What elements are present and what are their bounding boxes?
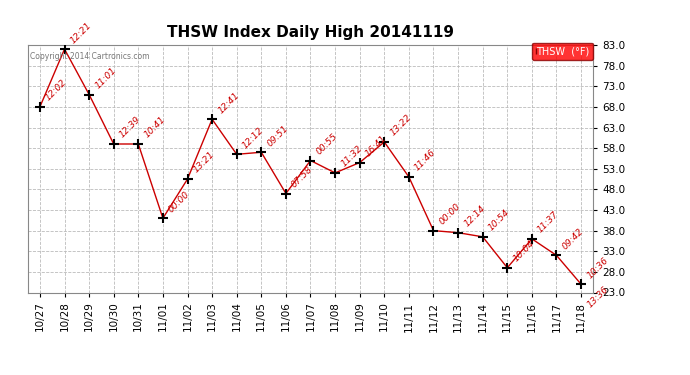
Text: 12:14: 12:14 [462, 204, 487, 228]
Text: 00:00: 00:00 [167, 189, 192, 214]
Text: 09:42: 09:42 [561, 226, 585, 251]
Text: 13:21: 13:21 [192, 150, 217, 175]
Text: 11:46: 11:46 [413, 148, 438, 173]
Text: 12:39: 12:39 [118, 115, 143, 140]
Text: Copyright 2014 Cartronics.com: Copyright 2014 Cartronics.com [30, 53, 150, 62]
Text: 00:00: 00:00 [437, 202, 462, 226]
Title: THSW Index Daily High 20141119: THSW Index Daily High 20141119 [167, 25, 454, 40]
Text: 13:22: 13:22 [388, 113, 413, 138]
Text: 12:21: 12:21 [69, 20, 93, 45]
Text: 11:01: 11:01 [93, 66, 118, 90]
Text: 12:12: 12:12 [241, 125, 266, 150]
Text: 10:41: 10:41 [142, 115, 167, 140]
Text: 10:54: 10:54 [487, 208, 511, 232]
Text: 12:41: 12:41 [216, 90, 241, 115]
Text: 07:58: 07:58 [290, 165, 315, 189]
Text: 16:41: 16:41 [364, 134, 388, 158]
Text: 13:36: 13:36 [585, 285, 610, 309]
Text: 12:02: 12:02 [44, 78, 69, 103]
Text: 10:36: 10:36 [585, 255, 610, 280]
Text: 11:32: 11:32 [339, 144, 364, 169]
Legend: THSW  (°F): THSW (°F) [533, 42, 593, 60]
Text: 00:55: 00:55 [315, 132, 339, 156]
Text: 11:37: 11:37 [536, 210, 561, 235]
Text: 09:51: 09:51 [266, 123, 290, 148]
Text: 10:04: 10:04 [511, 239, 536, 264]
